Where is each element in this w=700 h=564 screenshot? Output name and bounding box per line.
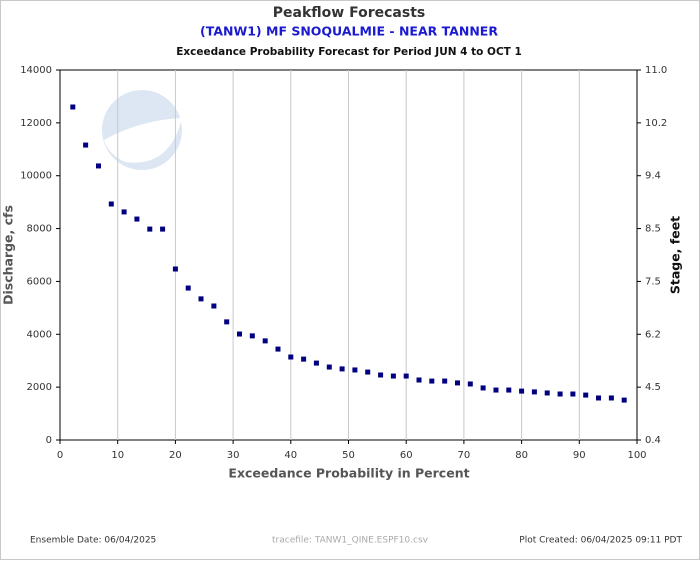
data-point [339, 366, 345, 372]
data-point [583, 392, 589, 398]
x-tick-label: 60 [400, 450, 413, 461]
data-point [480, 385, 486, 391]
data-point [454, 380, 460, 386]
y2-tick-label: 0.4 [645, 435, 661, 446]
y-tick-label: 2000 [27, 382, 52, 393]
data-point [467, 381, 473, 387]
x-tick-label: 90 [573, 450, 586, 461]
data-point [506, 387, 512, 393]
x-tick-label: 40 [284, 450, 297, 461]
data-point [570, 391, 576, 397]
data-point [390, 373, 396, 379]
data-point [249, 333, 255, 339]
y2-tick-label: 9.4 [645, 171, 661, 182]
data-point [519, 388, 525, 394]
data-point [224, 319, 230, 325]
data-point [211, 303, 217, 309]
x-tick-label: 100 [627, 450, 646, 461]
data-point [403, 373, 409, 379]
data-point [172, 266, 178, 272]
data-point [596, 395, 602, 401]
data-point [544, 390, 550, 396]
x-tick-label: 80 [515, 450, 528, 461]
chart-subtitle: (TANW1) MF SNOQUALMIE - NEAR TANNER [200, 24, 498, 39]
data-point [352, 367, 358, 373]
data-point [442, 378, 448, 384]
chart-title: Peakflow Forecasts [273, 5, 425, 21]
data-point [557, 391, 563, 397]
x-tick-label: 30 [227, 450, 240, 461]
data-point [275, 346, 281, 352]
x-tick-label: 70 [458, 450, 471, 461]
data-point [237, 331, 243, 337]
y-tick-label: 12000 [20, 118, 52, 129]
y-tick-label: 6000 [27, 276, 52, 287]
x-tick-label: 10 [111, 450, 124, 461]
data-point [83, 142, 89, 148]
data-point [108, 201, 114, 207]
x-tick-label: 0 [57, 450, 63, 461]
data-point [134, 216, 140, 222]
data-point [95, 163, 101, 169]
y2-tick-label: 8.5 [645, 224, 661, 235]
data-point [416, 377, 422, 383]
y-tick-label: 4000 [27, 329, 52, 340]
y2-tick-label: 4.5 [645, 382, 661, 393]
data-point [147, 226, 153, 232]
y2-tick-label: 6.2 [645, 329, 661, 340]
y-axis-label: Discharge, cfs [1, 205, 16, 305]
y2-axis-label: Stage, feet [668, 216, 683, 294]
data-point [326, 364, 332, 370]
data-point [301, 356, 307, 362]
x-tick-label: 20 [169, 450, 182, 461]
x-axis-label: Exceedance Probability in Percent [228, 466, 469, 481]
data-point [160, 226, 166, 232]
data-point [378, 372, 384, 378]
footer-left: Ensemble Date: 06/04/2025 [30, 536, 156, 546]
data-point [70, 104, 76, 110]
y-tick-label: 10000 [20, 171, 52, 182]
data-point [288, 354, 294, 360]
data-point [621, 397, 627, 403]
data-point [493, 387, 499, 393]
data-point [313, 360, 319, 366]
data-point [608, 395, 614, 401]
data-point [185, 285, 191, 291]
footer-center: tracefile: TANW1_QINE.ESPF10.csv [272, 536, 429, 546]
x-tick-label: 50 [342, 450, 355, 461]
data-point [262, 338, 268, 344]
data-point [429, 378, 435, 384]
y2-tick-label: 7.5 [645, 276, 661, 287]
data-point [365, 369, 371, 375]
data-point [198, 296, 204, 302]
y-tick-label: 14000 [20, 65, 52, 76]
chart-caption: Exceedance Probability Forecast for Peri… [176, 46, 522, 58]
data-point [121, 209, 127, 215]
y-tick-label: 0 [46, 435, 52, 446]
y2-tick-label: 11.0 [645, 65, 667, 76]
data-point [531, 389, 537, 395]
y2-tick-label: 10.2 [645, 118, 667, 129]
footer-right: Plot Created: 06/04/2025 09:11 PDT [519, 536, 682, 546]
noaa-logo [102, 90, 182, 170]
y-tick-label: 8000 [27, 224, 52, 235]
